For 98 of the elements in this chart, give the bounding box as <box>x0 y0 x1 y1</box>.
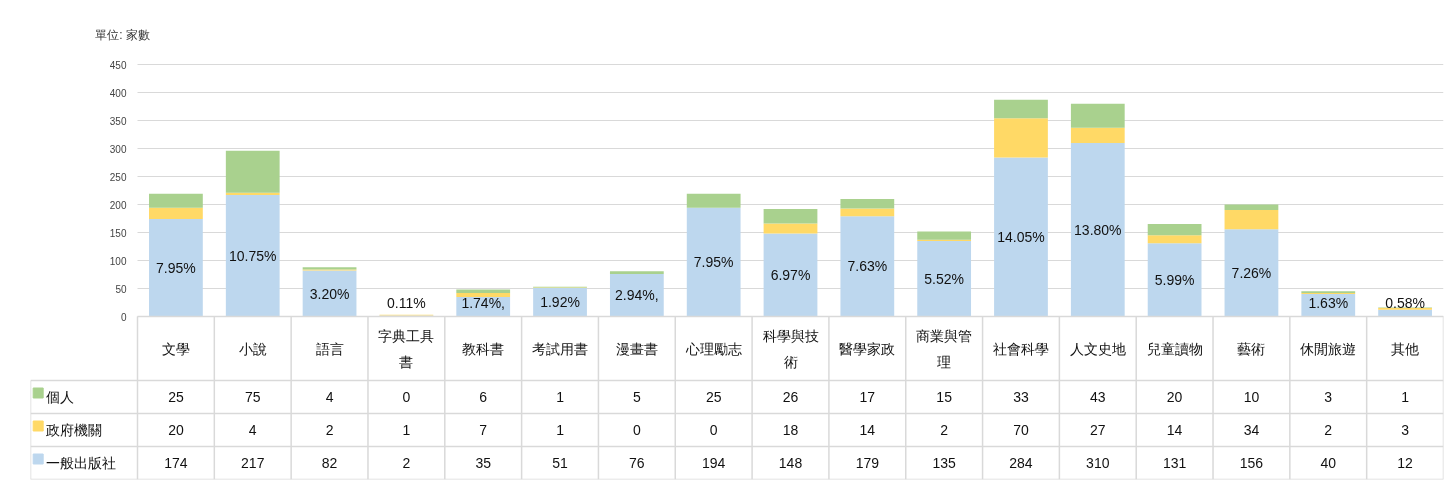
data-label: 14 <box>859 422 876 438</box>
data-label: 1 <box>1401 389 1410 405</box>
annotation: 5.99% <box>1154 271 1195 288</box>
data-label: 18 <box>782 422 799 438</box>
data-label: 25 <box>168 389 184 405</box>
x-tick-label: 文學 <box>161 340 190 357</box>
data-label: 76 <box>629 455 645 471</box>
data-label: 156 <box>1239 455 1264 471</box>
y-tick-label: 50 <box>115 283 127 295</box>
x-tick-label: 商業與管理 <box>916 327 973 370</box>
x-tick-label: 語言 <box>315 340 344 357</box>
data-label: 194 <box>702 455 726 471</box>
data-label: 6 <box>479 389 488 405</box>
x-tick-label: 藝術 <box>1237 340 1266 357</box>
data-label: 43 <box>1090 389 1106 405</box>
y-tick-label: 250 <box>109 171 127 183</box>
data-label: 75 <box>244 389 261 405</box>
annotation: 7.95% <box>156 259 196 276</box>
x-tick-label: 社會科學 <box>992 340 1049 357</box>
data-label: 12 <box>1397 455 1414 471</box>
y-tick-label: 150 <box>109 227 127 239</box>
data-label: 135 <box>932 455 957 471</box>
data-label: 0 <box>632 422 641 438</box>
data-label: 131 <box>1162 455 1187 471</box>
data-label: 20 <box>1166 389 1183 405</box>
data-label: 40 <box>1320 455 1337 471</box>
data-label: 2 <box>402 455 411 471</box>
data-label: 310 <box>1086 455 1110 471</box>
data-label: 4 <box>325 389 334 405</box>
data-label: 70 <box>1013 422 1029 438</box>
data-label: 26 <box>782 389 799 405</box>
x-tick-label: 人文史地 <box>1069 340 1126 357</box>
y-tick-label: 350 <box>109 115 127 127</box>
data-label: 2 <box>940 422 949 438</box>
data-label: 2 <box>325 422 334 438</box>
data-label: 51 <box>552 455 569 471</box>
x-tick-label: 漫畫書 <box>615 340 658 357</box>
y-tick-label: 300 <box>109 143 127 155</box>
data-label: 179 <box>855 455 880 471</box>
annotation: 2.94%, <box>615 287 659 304</box>
annotation: 7.63% <box>847 258 888 275</box>
data-label: 27 <box>1090 422 1106 438</box>
data-label: 17 <box>859 389 876 405</box>
annotation: 7.26% <box>1231 264 1272 281</box>
annotation: 5.52% <box>924 270 964 287</box>
data-label: 5 <box>632 389 641 405</box>
data-label: 82 <box>321 455 338 471</box>
y-tick-label: 450 <box>109 59 127 71</box>
data-label: 148 <box>778 455 803 471</box>
data-label: 217 <box>241 455 265 471</box>
annotation: 10.75% <box>228 247 277 264</box>
y-tick-label: 100 <box>109 255 127 267</box>
annotation: 3.20% <box>309 285 350 302</box>
data-label: 0 <box>402 389 411 405</box>
data-label: 0 <box>709 422 718 438</box>
data-label: 1 <box>556 389 565 405</box>
legend-label: 一般出版社 <box>45 455 116 471</box>
data-label: 174 <box>164 455 188 471</box>
data-label: 3 <box>1401 422 1410 438</box>
legend-label: 政府機關 <box>45 422 102 438</box>
x-tick-label: 考試用書 <box>532 340 589 357</box>
data-label: 10 <box>1243 389 1260 405</box>
y-tick-label: 0 <box>120 311 127 323</box>
annotation: 1.92% <box>540 294 580 311</box>
data-label: 34 <box>1243 422 1260 438</box>
data-label: 1 <box>402 422 411 438</box>
data-label: 3 <box>1324 389 1333 405</box>
data-label: 1 <box>556 422 565 438</box>
annotation: 14.05% <box>997 228 1045 245</box>
data-label: 35 <box>475 455 492 471</box>
x-tick-label: 字典工具書 <box>378 327 435 370</box>
y-tick-label: 200 <box>109 199 127 211</box>
annotation: 6.97% <box>770 267 811 284</box>
legend-label: 個人 <box>45 389 74 405</box>
data-label: 284 <box>1009 455 1033 471</box>
x-tick-label: 科學與技術 <box>762 327 819 370</box>
data-label: 25 <box>705 389 722 405</box>
x-tick-label: 心理勵志 <box>684 340 742 357</box>
annotation: 1.63% <box>1308 294 1349 311</box>
data-label: 20 <box>168 422 184 438</box>
data-label: 33 <box>1013 389 1029 405</box>
x-tick-label: 兒童讀物 <box>1146 340 1203 357</box>
annotation: 7.95% <box>693 254 734 271</box>
x-tick-label: 醫學家政 <box>839 340 896 357</box>
y-tick-label: 400 <box>109 87 127 99</box>
annotation: 0.11% <box>387 294 426 311</box>
data-label: 7 <box>479 422 488 438</box>
data-label: 4 <box>248 422 257 438</box>
x-tick-label: 其他 <box>1391 340 1420 357</box>
x-tick-label: 休閒旅遊 <box>1300 340 1357 357</box>
y-axis-title: 單位: 家數 <box>95 27 150 42</box>
data-label: 15 <box>936 389 953 405</box>
annotation: 1.74%, <box>461 294 506 311</box>
x-tick-label: 教科書 <box>462 340 505 357</box>
x-tick-label: 小說 <box>238 340 267 357</box>
annotation: 13.80% <box>1074 221 1122 238</box>
data-label: 14 <box>1166 422 1183 438</box>
data-label: 2 <box>1324 422 1333 438</box>
